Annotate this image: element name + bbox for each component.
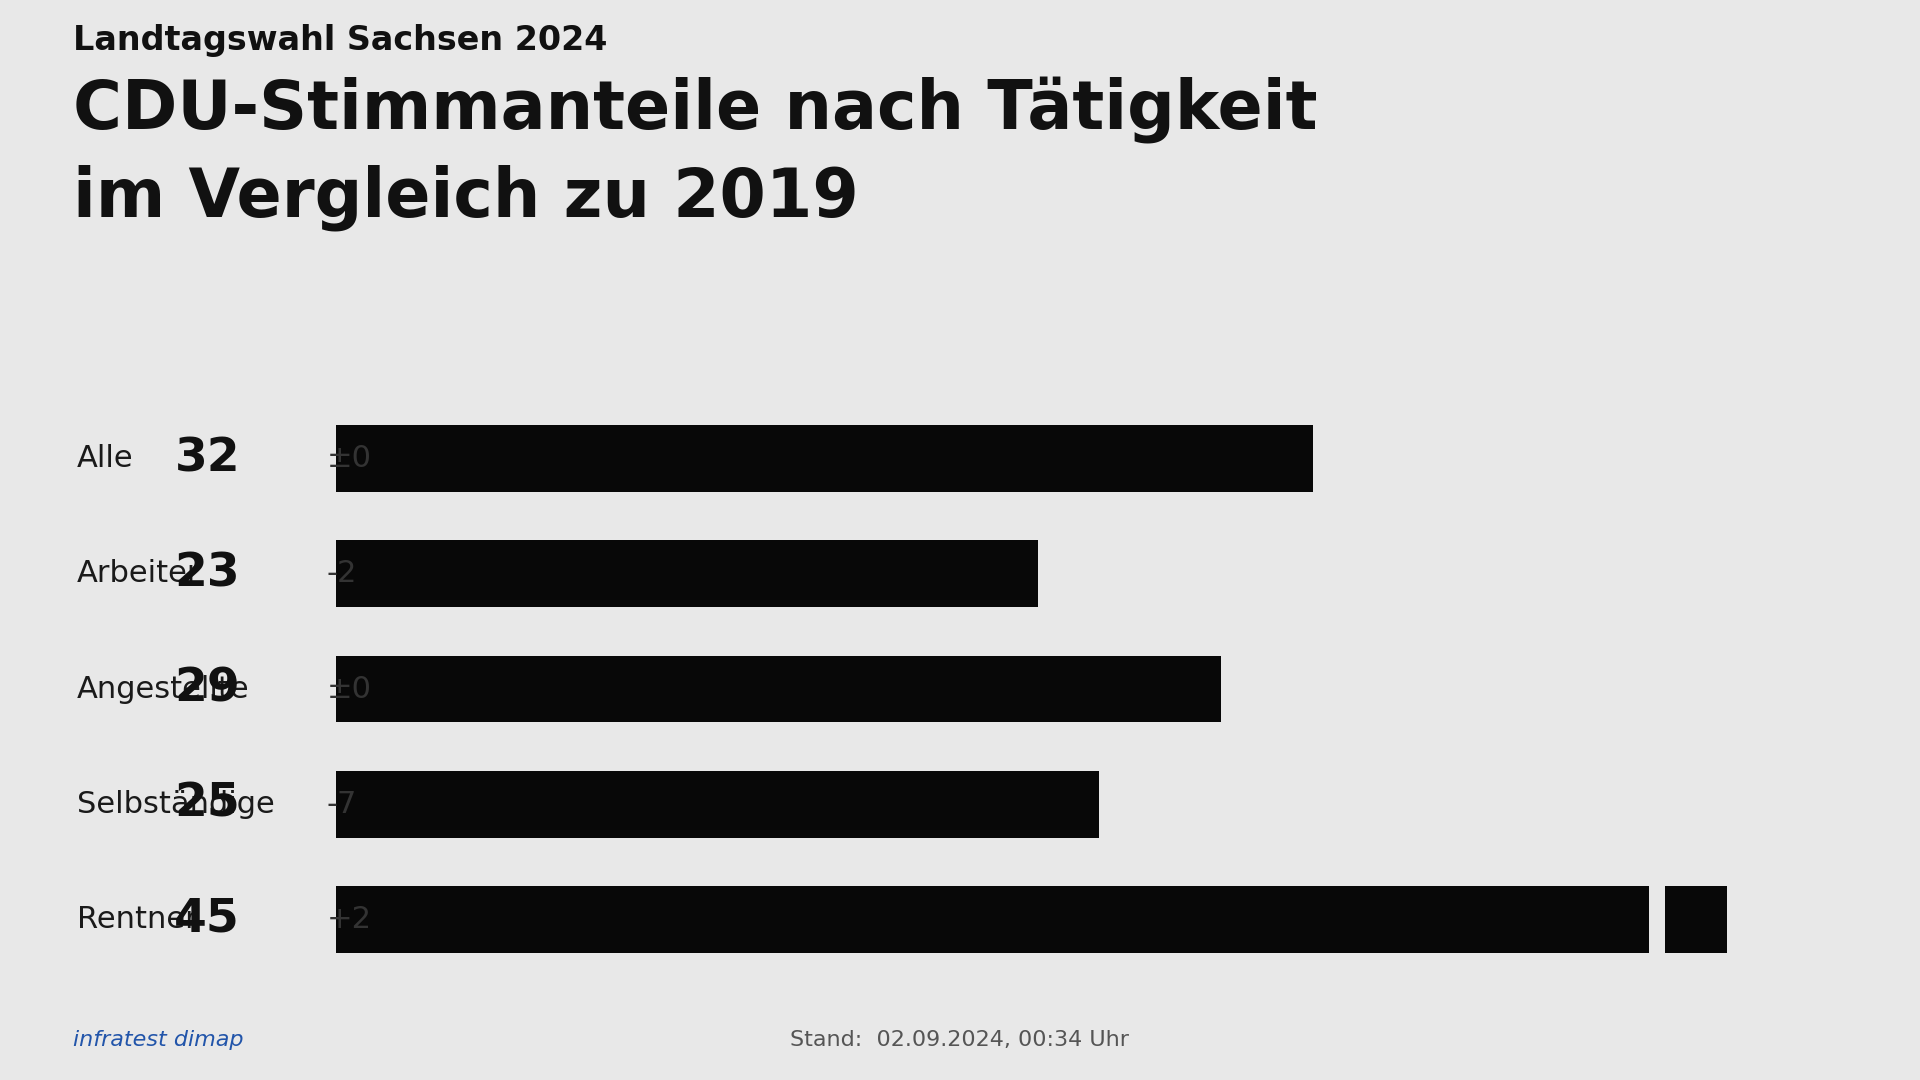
Bar [336,540,1039,607]
Bar [336,656,1221,723]
Text: -2: -2 [326,559,357,589]
Text: Rentner: Rentner [77,905,198,934]
Text: 45: 45 [175,896,240,942]
Text: ±0: ±0 [326,675,371,703]
Text: Stand:  02.09.2024, 00:34 Uhr: Stand: 02.09.2024, 00:34 Uhr [791,1029,1129,1050]
Text: 23: 23 [175,551,240,596]
Text: im Vergleich zu 2019: im Vergleich zu 2019 [73,164,858,231]
Bar [336,426,1313,492]
Bar [336,886,1649,953]
Text: Alle: Alle [77,444,132,473]
Text: 25: 25 [175,782,240,827]
Text: Selbständige: Selbständige [77,789,275,819]
Text: infratest dimap: infratest dimap [73,1029,244,1050]
Text: 32: 32 [175,436,240,482]
Text: Arbeiter: Arbeiter [77,559,200,589]
Text: 29: 29 [175,666,240,712]
Bar [1665,886,1726,953]
Text: Angestellte: Angestellte [77,675,250,703]
Text: CDU-Stimmanteile nach Tätigkeit: CDU-Stimmanteile nach Tätigkeit [73,76,1317,143]
Text: ±0: ±0 [326,444,371,473]
Text: Landtagswahl Sachsen 2024: Landtagswahl Sachsen 2024 [73,24,607,57]
Text: -7: -7 [326,789,357,819]
Bar [336,771,1098,838]
Text: +2: +2 [326,905,371,934]
